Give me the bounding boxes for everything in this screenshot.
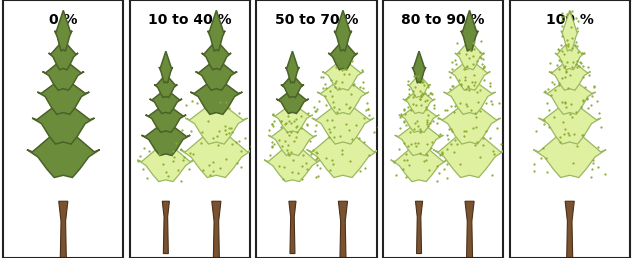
Polygon shape [264,141,321,182]
Polygon shape [285,51,299,83]
Polygon shape [444,77,496,114]
Polygon shape [461,10,478,51]
Polygon shape [449,59,491,90]
Polygon shape [185,100,248,144]
Text: 10 to 40 %: 10 to 40 % [148,13,232,27]
Polygon shape [399,103,439,132]
Polygon shape [312,100,374,144]
Polygon shape [534,125,606,178]
Polygon shape [212,201,221,258]
Polygon shape [137,141,194,182]
Text: 80 to 90 %: 80 to 90 % [401,13,485,27]
Polygon shape [142,121,190,156]
Polygon shape [395,121,443,156]
Polygon shape [272,103,313,132]
Polygon shape [149,89,182,114]
Polygon shape [32,100,94,144]
Polygon shape [403,89,436,114]
Text: 0 %: 0 % [49,13,78,27]
Polygon shape [202,40,231,70]
Polygon shape [42,59,84,90]
Polygon shape [339,201,348,258]
Polygon shape [289,201,296,254]
Polygon shape [408,74,430,98]
Polygon shape [415,201,423,254]
Polygon shape [59,201,68,258]
Polygon shape [322,59,364,90]
Polygon shape [180,125,253,178]
Polygon shape [555,40,584,70]
Polygon shape [49,40,78,70]
Polygon shape [412,51,426,83]
Polygon shape [334,10,351,51]
Polygon shape [146,103,186,132]
Polygon shape [391,141,448,182]
Polygon shape [544,77,596,114]
Text: 50 to 70 %: 50 to 70 % [275,13,358,27]
Polygon shape [281,74,304,98]
Polygon shape [196,59,237,90]
Text: 100 %: 100 % [546,13,594,27]
Polygon shape [539,100,601,144]
Polygon shape [268,121,316,156]
Polygon shape [565,201,574,258]
Polygon shape [455,40,484,70]
Polygon shape [276,89,309,114]
Polygon shape [549,59,591,90]
Polygon shape [465,201,474,258]
Polygon shape [306,125,379,178]
Polygon shape [27,125,99,178]
Polygon shape [439,100,501,144]
Polygon shape [159,51,173,83]
Polygon shape [162,201,170,254]
Polygon shape [37,77,89,114]
Polygon shape [154,74,177,98]
Polygon shape [329,40,358,70]
Polygon shape [433,125,506,178]
Polygon shape [191,77,242,114]
Polygon shape [317,77,369,114]
Polygon shape [561,10,579,51]
Polygon shape [208,10,225,51]
Polygon shape [54,10,72,51]
